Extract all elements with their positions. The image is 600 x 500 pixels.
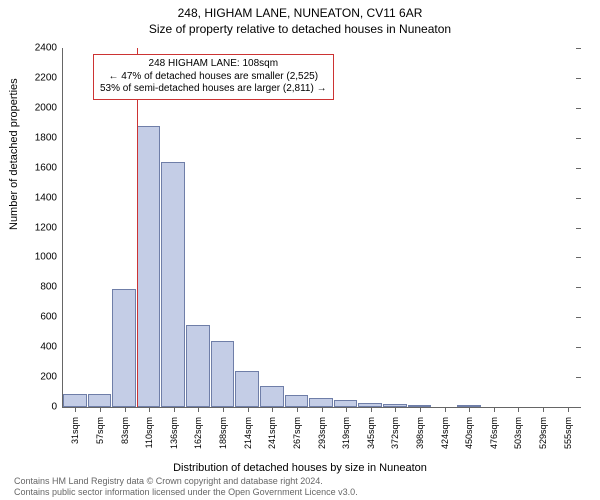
y-tick-label: 1600 (35, 162, 63, 173)
y-tick-mark (576, 407, 581, 408)
y-tick-mark (576, 168, 581, 169)
x-tick-mark (248, 407, 249, 412)
x-tick-label: 319sqm (341, 413, 351, 449)
histogram-bar (161, 162, 185, 407)
histogram-bar (88, 394, 112, 407)
x-tick-mark (125, 407, 126, 412)
x-tick-mark (346, 407, 347, 412)
y-tick-mark (576, 377, 581, 378)
y-tick-label: 600 (40, 312, 63, 323)
y-tick-mark (576, 347, 581, 348)
x-tick-label: 476sqm (489, 413, 499, 449)
x-tick-label: 503sqm (513, 413, 523, 449)
x-tick-mark (469, 407, 470, 412)
histogram-chart: 0200400600800100012001400160018002000220… (62, 48, 580, 408)
x-tick-label: 83sqm (120, 413, 130, 444)
histogram-bar (334, 400, 358, 407)
y-tick-mark (576, 198, 581, 199)
x-tick-mark (100, 407, 101, 412)
annotation-line: 248 HIGHAM LANE: 108sqm (100, 58, 327, 71)
y-tick-mark (576, 317, 581, 318)
x-tick-mark (518, 407, 519, 412)
y-tick-mark (576, 287, 581, 288)
x-tick-label: 162sqm (193, 413, 203, 449)
y-tick-label: 1200 (35, 222, 63, 233)
x-tick-label: 188sqm (218, 413, 228, 449)
x-tick-label: 57sqm (95, 413, 105, 444)
x-axis-label: Distribution of detached houses by size … (0, 462, 600, 474)
x-tick-label: 110sqm (144, 413, 154, 448)
histogram-bar (63, 394, 87, 407)
x-tick-mark (420, 407, 421, 412)
x-tick-label: 31sqm (70, 413, 80, 444)
x-tick-mark (568, 407, 569, 412)
x-tick-label: 372sqm (390, 413, 400, 449)
page-subtitle: Size of property relative to detached ho… (0, 20, 600, 36)
y-tick-label: 0 (51, 402, 63, 413)
annotation-line: ← 47% of detached houses are smaller (2,… (100, 71, 327, 84)
y-tick-mark (576, 257, 581, 258)
x-tick-mark (223, 407, 224, 412)
page-title: 248, HIGHAM LANE, NUNEATON, CV11 6AR (0, 0, 600, 20)
x-tick-label: 267sqm (292, 413, 302, 449)
x-tick-label: 529sqm (538, 413, 548, 449)
x-tick-label: 398sqm (415, 413, 425, 449)
histogram-bar (137, 126, 161, 407)
x-tick-label: 424sqm (440, 413, 450, 449)
annotation-box: 248 HIGHAM LANE: 108sqm← 47% of detached… (93, 54, 334, 100)
attribution-line: Contains public sector information licen… (14, 487, 358, 498)
y-tick-label: 1000 (35, 252, 63, 263)
y-tick-label: 400 (40, 342, 63, 353)
x-tick-mark (494, 407, 495, 412)
histogram-bar (235, 371, 259, 407)
y-tick-mark (576, 108, 581, 109)
y-tick-mark (576, 228, 581, 229)
histogram-bar (309, 398, 333, 407)
histogram-bar (186, 325, 210, 407)
x-tick-mark (395, 407, 396, 412)
y-tick-mark (576, 138, 581, 139)
y-tick-label: 800 (40, 282, 63, 293)
reference-marker-line (137, 48, 138, 407)
x-tick-mark (371, 407, 372, 412)
histogram-bar (112, 289, 136, 407)
y-axis-label: Number of detached properties (8, 78, 20, 230)
y-tick-mark (576, 78, 581, 79)
x-tick-mark (543, 407, 544, 412)
histogram-bar (211, 341, 235, 407)
histogram-bar (260, 386, 284, 407)
x-tick-label: 214sqm (243, 413, 253, 449)
y-tick-mark (576, 48, 581, 49)
y-tick-label: 2400 (35, 43, 63, 54)
x-tick-label: 555sqm (563, 413, 573, 449)
y-tick-label: 1800 (35, 132, 63, 143)
y-tick-label: 2000 (35, 102, 63, 113)
x-tick-label: 136sqm (169, 413, 179, 449)
x-tick-mark (149, 407, 150, 412)
histogram-bar (285, 395, 309, 407)
x-tick-mark (75, 407, 76, 412)
x-tick-label: 345sqm (366, 413, 376, 449)
x-tick-mark (322, 407, 323, 412)
x-tick-label: 241sqm (267, 413, 277, 449)
x-tick-mark (297, 407, 298, 412)
x-tick-mark (445, 407, 446, 412)
x-tick-label: 293sqm (317, 413, 327, 449)
x-tick-mark (272, 407, 273, 412)
attribution-text: Contains HM Land Registry data © Crown c… (14, 476, 358, 499)
annotation-line: 53% of semi-detached houses are larger (… (100, 83, 327, 96)
y-tick-label: 1400 (35, 192, 63, 203)
y-tick-label: 2200 (35, 72, 63, 83)
y-tick-label: 200 (40, 372, 63, 383)
x-tick-mark (198, 407, 199, 412)
x-tick-mark (174, 407, 175, 412)
x-tick-label: 450sqm (464, 413, 474, 449)
attribution-line: Contains HM Land Registry data © Crown c… (14, 476, 358, 487)
